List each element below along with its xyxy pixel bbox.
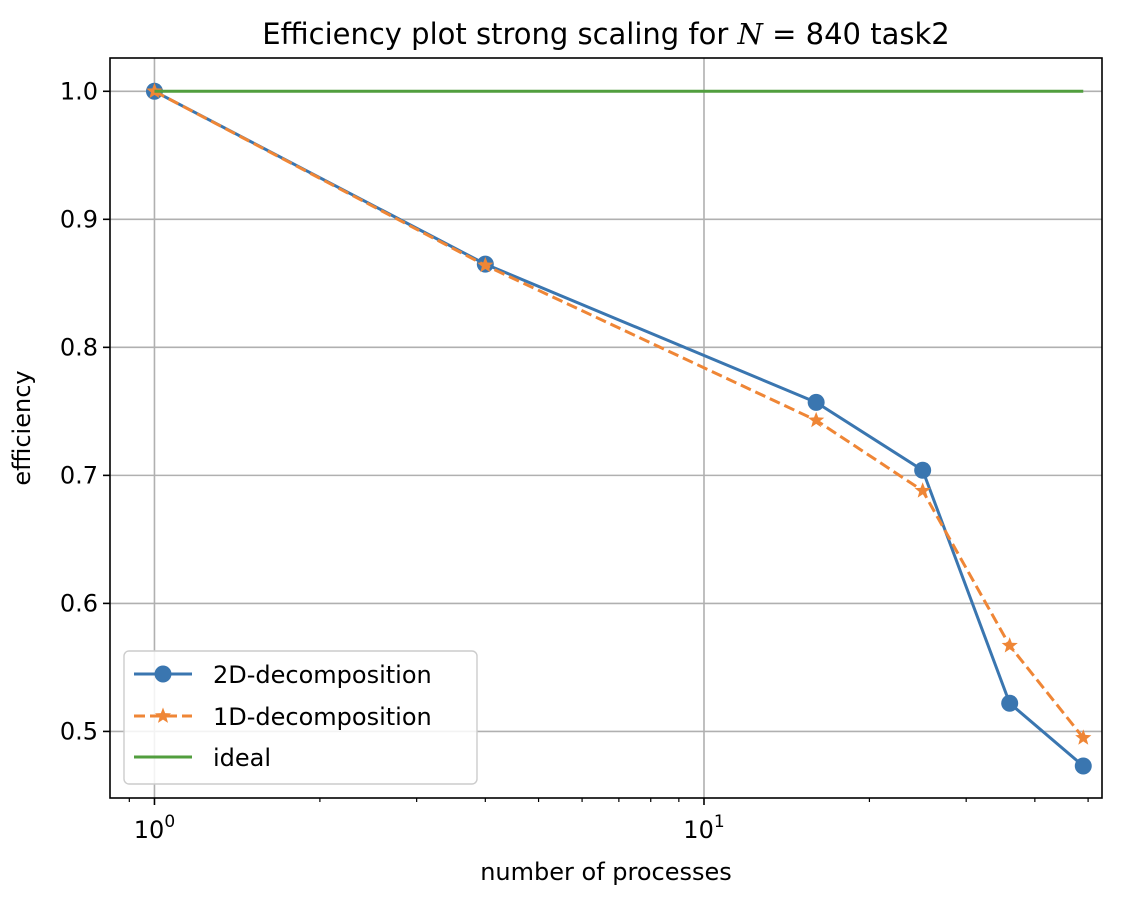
y-tick-label: 0.7 xyxy=(60,461,98,489)
data-point xyxy=(914,461,932,479)
x-axis-label: number of processes xyxy=(480,858,732,886)
data-point xyxy=(154,707,172,723)
data-point xyxy=(146,82,163,99)
x-tick-label: 101 xyxy=(683,812,724,844)
data-point xyxy=(1001,694,1019,712)
y-tick-label: 0.6 xyxy=(60,589,98,617)
y-axis-label: efficiency xyxy=(8,370,36,485)
legend: 2D-decomposition 1D-decomposition ideal xyxy=(123,650,478,785)
series-1d-decomposition xyxy=(146,82,1092,745)
data-point xyxy=(1074,757,1092,775)
legend-item: 2D-decomposition xyxy=(134,661,432,689)
chart-title: Efficiency plot strong scaling for N = 8… xyxy=(262,17,949,51)
data-point xyxy=(1001,637,1018,653)
y-tick-label: 0.9 xyxy=(60,205,98,233)
legend-label: 1D-decomposition xyxy=(213,703,432,731)
legend-label: 2D-decomposition xyxy=(213,661,432,689)
y-tick-label: 1.0 xyxy=(60,77,98,105)
data-point xyxy=(914,482,931,498)
legend-item: 1D-decomposition xyxy=(134,703,432,731)
series-line xyxy=(153,89,1085,739)
data-point xyxy=(1075,729,1092,745)
data-point xyxy=(477,256,494,273)
axes-frame xyxy=(109,57,1103,799)
data-point xyxy=(807,393,825,411)
axis-ticks: 0.5 0.6 0.7 0.8 0.9 1.0 100 101 xyxy=(60,77,1089,844)
legend-label: ideal xyxy=(213,744,271,772)
plot-series xyxy=(145,82,1092,775)
legend-frame xyxy=(123,650,478,785)
x-tick-label: 100 xyxy=(134,812,175,844)
data-point xyxy=(808,411,825,428)
y-tick-label: 0.5 xyxy=(60,717,98,745)
data-point xyxy=(154,665,172,683)
legend-item: ideal xyxy=(134,744,271,772)
y-tick-label: 0.8 xyxy=(60,333,98,361)
